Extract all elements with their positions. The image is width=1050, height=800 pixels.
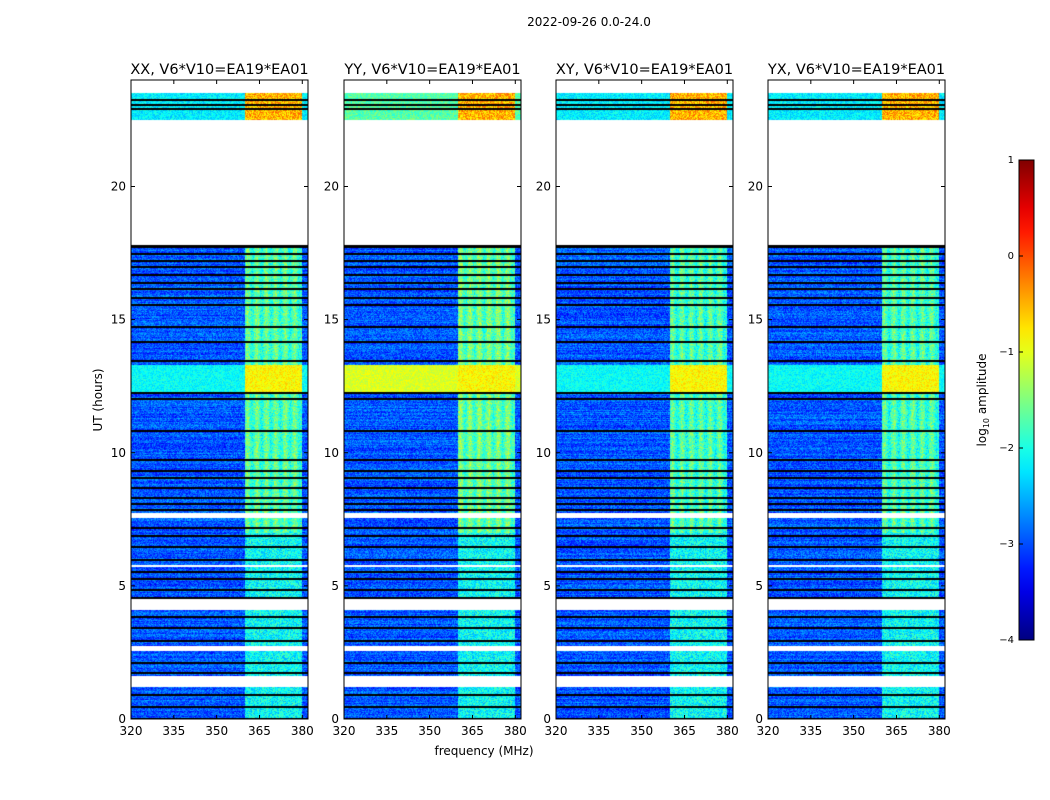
x-tick-label: 320 [545, 724, 568, 738]
heatmap-yy [344, 80, 521, 719]
panel-xx: XX, V6*V10=EA19*EA01 320 335 350 365 380 0 5 10 1… [111, 62, 314, 738]
panel-frame [767, 79, 946, 720]
x-tick-label: 380 [504, 724, 527, 738]
x-tick-label: 365 [673, 724, 696, 738]
panel-title: XY, V6*V10=EA19*EA01 [556, 62, 733, 78]
colorbar-tick-label: −2 [999, 443, 1014, 454]
x-tick-label: 350 [205, 724, 228, 738]
y-tick-label: 20 [748, 180, 763, 194]
colorbar-tick-label: −3 [999, 539, 1014, 550]
colorbar-tick-label: 0 [1008, 251, 1014, 262]
colorbar-tick-label: −1 [999, 347, 1014, 358]
heatmap-xx [131, 80, 308, 719]
x-tick-label: 365 [248, 724, 271, 738]
panel-title: XX, V6*V10=EA19*EA01 [130, 62, 308, 78]
colorbar-tick-label: −4 [999, 635, 1014, 646]
x-tick-label: 335 [587, 724, 610, 738]
y-tick-label: 20 [324, 180, 339, 194]
x-tick-label: 365 [885, 724, 908, 738]
x-tick-label: 365 [461, 724, 484, 738]
y-tick-label: 5 [331, 579, 339, 593]
y-tick-label: 0 [118, 712, 126, 726]
panel-frame [130, 79, 309, 720]
panel-frame [555, 79, 734, 720]
y-axis-label: UT (hours) [91, 368, 105, 431]
heatmap-yx [768, 80, 945, 719]
colorbar: 1 0 −1 −2 −3 −4 log10 amplitude [975, 155, 1035, 646]
x-tick-label: 350 [842, 724, 865, 738]
y-tick-label: 5 [543, 579, 551, 593]
colorbar-tick-label: 1 [1008, 155, 1014, 166]
panel-title: YX, V6*V10=EA19*EA01 [767, 62, 945, 78]
x-tick-label: 380 [716, 724, 739, 738]
y-tick-label: 20 [111, 180, 126, 194]
y-tick-label: 15 [324, 313, 339, 327]
x-tick-label: 320 [757, 724, 780, 738]
y-tick-label: 15 [111, 313, 126, 327]
x-tick-label: 335 [375, 724, 398, 738]
y-tick-label: 10 [748, 446, 763, 460]
panel-yy: YY, V6*V10=EA19*EA01 320 335 350 365 380 0 5 10 1… [324, 62, 527, 738]
y-tick-label: 10 [111, 446, 126, 460]
y-tick-label: 20 [536, 180, 551, 194]
colorbar-gradient [1018, 159, 1035, 641]
x-tick-label: 320 [333, 724, 356, 738]
x-tick-label: 380 [291, 724, 314, 738]
panel-title: YY, V6*V10=EA19*EA01 [343, 62, 520, 78]
x-axis-label: frequency (MHz) [434, 744, 533, 758]
panel-xy: XY, V6*V10=EA19*EA01 320 335 350 365 380 0 5 10 1… [536, 62, 739, 738]
panel-group: XX, V6*V10=EA19*EA01 320 335 350 365 380 0 5 10 1… [111, 62, 951, 738]
panel-yx: YX, V6*V10=EA19*EA01 320 335 350 365 380 0 5 10 1… [748, 62, 951, 738]
colorbar-label: log10 amplitude [975, 354, 991, 447]
x-tick-label: 320 [120, 724, 143, 738]
x-tick-label: 350 [630, 724, 653, 738]
x-tick-label: 350 [418, 724, 441, 738]
heatmap-xy [556, 80, 733, 719]
y-tick-label: 15 [536, 313, 551, 327]
y-tick-label: 5 [118, 579, 126, 593]
x-tick-label: 335 [162, 724, 185, 738]
figure-title: 2022-09-26 0.0-24.0 [527, 15, 651, 29]
y-tick-label: 0 [755, 712, 763, 726]
x-tick-label: 335 [799, 724, 822, 738]
y-tick-label: 5 [755, 579, 763, 593]
panel-frame [343, 79, 522, 720]
y-tick-label: 15 [748, 313, 763, 327]
y-tick-label: 10 [324, 446, 339, 460]
y-tick-label: 0 [331, 712, 339, 726]
y-tick-label: 10 [536, 446, 551, 460]
x-tick-label: 380 [928, 724, 951, 738]
y-tick-label: 0 [543, 712, 551, 726]
